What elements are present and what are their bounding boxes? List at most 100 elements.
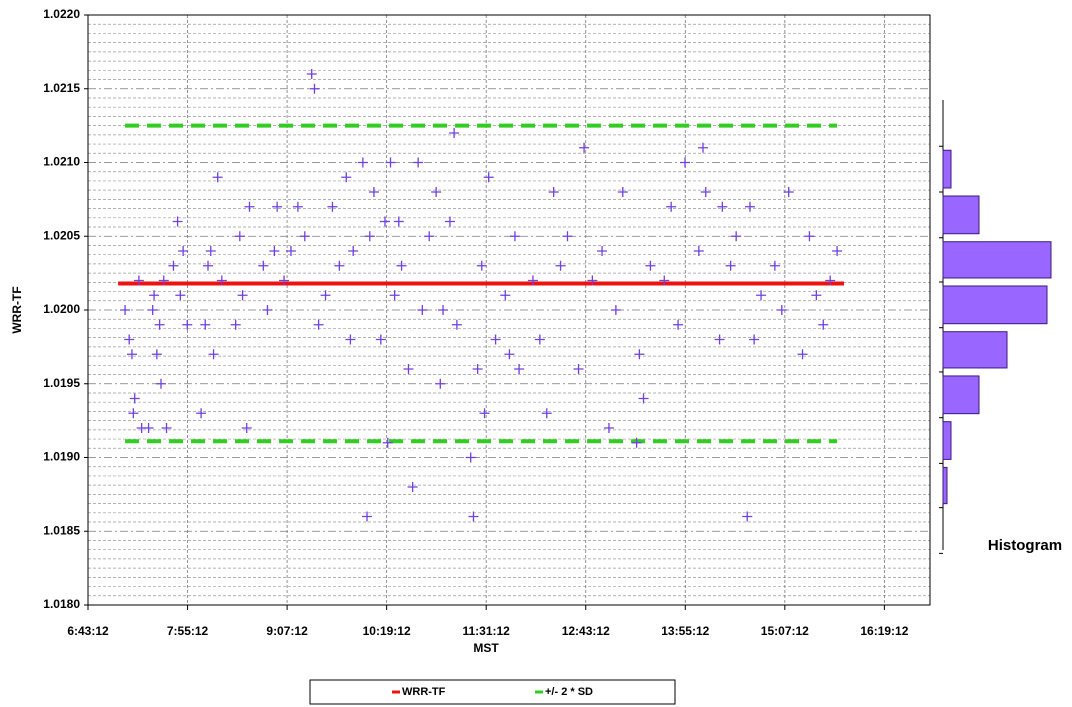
y-axis-label: WRR-TF (10, 286, 24, 333)
point (468, 511, 479, 522)
point (212, 172, 223, 183)
point (413, 157, 424, 168)
point (299, 231, 310, 242)
point (313, 319, 324, 330)
histogram-bar (942, 375, 980, 415)
point (534, 334, 545, 345)
point (168, 260, 179, 271)
point (357, 157, 368, 168)
point (379, 216, 390, 227)
point (128, 408, 139, 419)
x-tick-label: 9:07:12 (266, 624, 308, 638)
point (230, 319, 241, 330)
legend-label: +/- 2 * SD (545, 686, 593, 698)
point (393, 216, 404, 227)
point (156, 378, 167, 389)
x-tick-label: 7:55:12 (167, 624, 209, 638)
point (407, 482, 418, 492)
point (756, 290, 767, 301)
point (348, 246, 359, 256)
point (449, 128, 460, 138)
x-axis-label: MST (473, 641, 499, 655)
legend-box (309, 679, 676, 705)
point (258, 260, 269, 271)
point (368, 187, 379, 197)
point (548, 187, 559, 197)
point (375, 334, 386, 345)
point (216, 275, 227, 286)
point (203, 260, 214, 271)
point (424, 231, 435, 242)
histogram-title: Histogram (988, 537, 1062, 554)
histogram-bar (942, 466, 948, 505)
point (603, 423, 614, 433)
point (610, 305, 621, 315)
point (444, 216, 455, 227)
point (749, 334, 760, 345)
point (587, 275, 598, 286)
point (697, 142, 708, 153)
point (237, 290, 248, 301)
histogram-bar (942, 149, 952, 189)
y-tick-label: 1.0185 (43, 523, 80, 537)
point (200, 319, 211, 330)
point (573, 364, 584, 374)
point (509, 231, 520, 242)
series-line (125, 123, 838, 444)
point (262, 305, 273, 315)
point (811, 290, 822, 301)
x-tick-label: 11:31:12 (462, 624, 510, 638)
point (783, 187, 794, 197)
point (272, 201, 283, 212)
point (382, 437, 393, 448)
point (292, 201, 303, 212)
point (126, 349, 137, 360)
point (451, 319, 462, 330)
point (417, 305, 428, 315)
point (320, 290, 331, 301)
point (208, 349, 219, 360)
point (490, 334, 501, 345)
point (717, 201, 728, 212)
point (804, 231, 815, 242)
point (818, 319, 829, 330)
y-tick-label: 1.0215 (43, 81, 80, 95)
point (776, 305, 787, 315)
point (389, 290, 400, 301)
point (345, 334, 356, 345)
histogram-bar (942, 195, 980, 235)
histogram-bar (942, 285, 1048, 325)
point (154, 319, 165, 330)
point (151, 349, 162, 360)
point (438, 305, 449, 315)
point (483, 172, 494, 183)
y-tick-label: 1.0190 (43, 450, 80, 464)
point (385, 157, 396, 168)
point (693, 246, 704, 256)
point (182, 319, 193, 330)
point (700, 187, 711, 197)
point (634, 349, 645, 360)
point (172, 216, 183, 227)
point (241, 423, 252, 433)
point (334, 260, 345, 271)
point (341, 172, 352, 183)
point (680, 157, 691, 168)
y-tick-label: 1.0195 (43, 376, 80, 390)
point (149, 290, 160, 301)
x-tick-label: 10:19:12 (363, 624, 411, 638)
histogram-bar (942, 241, 1052, 279)
point (309, 83, 320, 94)
point (133, 275, 144, 286)
y-tick-label: 1.0220 (43, 7, 80, 21)
histogram-bar (942, 421, 952, 460)
point (514, 364, 525, 374)
point (832, 246, 843, 256)
point (714, 334, 725, 345)
point (638, 393, 649, 404)
point (285, 246, 296, 256)
point (435, 378, 446, 389)
point (205, 246, 216, 256)
point (579, 142, 590, 153)
